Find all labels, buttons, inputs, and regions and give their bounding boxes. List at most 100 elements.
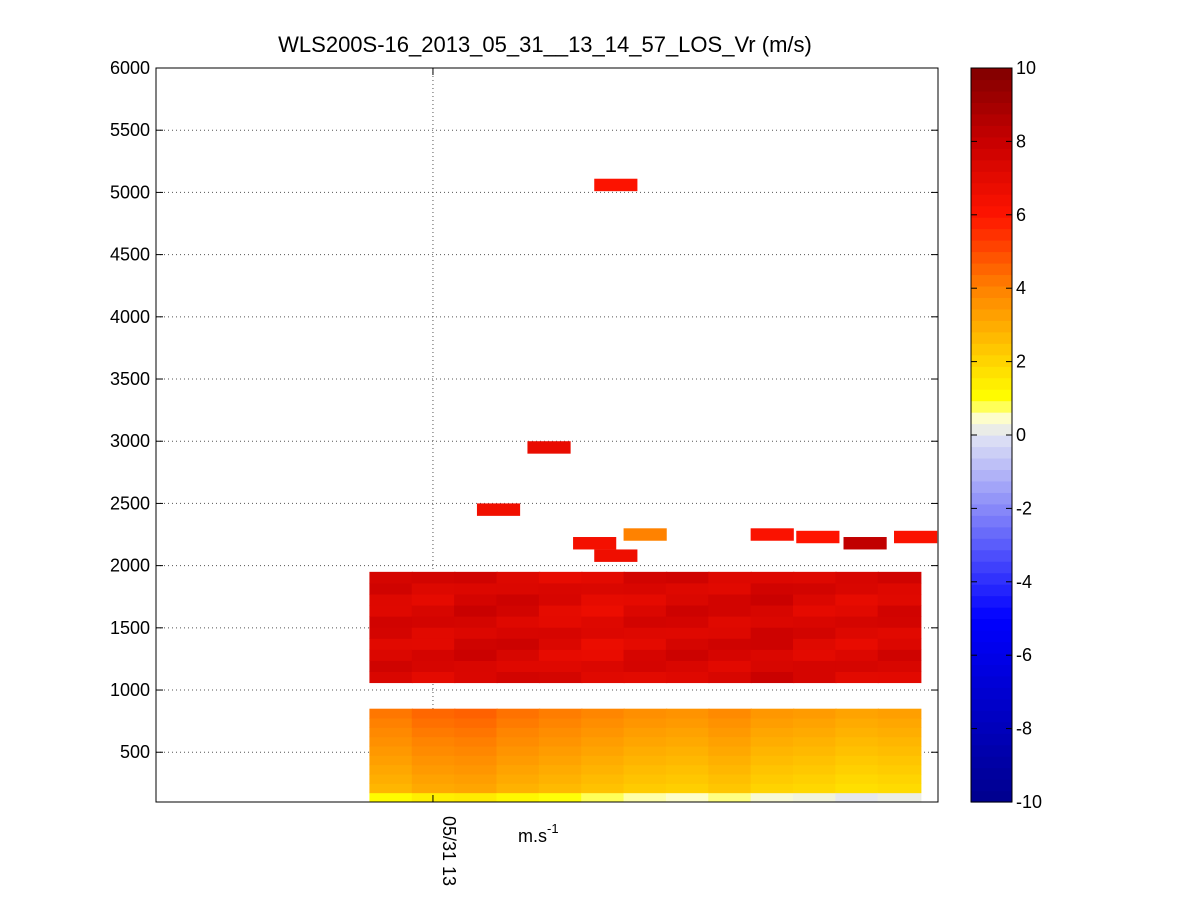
upper-layer-cell xyxy=(877,627,922,639)
boundary-layer-cell xyxy=(877,718,922,728)
upper-layer-cell xyxy=(411,593,456,606)
upper-layer-cell xyxy=(581,649,625,661)
colorbar-segment xyxy=(971,469,1012,482)
boundary-layer-cell xyxy=(793,792,837,803)
upper-layer-cell xyxy=(708,627,752,639)
upper-layer-cell xyxy=(793,571,837,584)
x-axis-label: m.s-1 xyxy=(518,821,559,846)
upper-layer-cell xyxy=(750,627,795,639)
colorbar-tick-label: 2 xyxy=(1016,352,1026,372)
boundary-layer-cell xyxy=(411,746,456,756)
upper-layer-cell xyxy=(369,582,414,595)
upper-layer-cell xyxy=(581,616,625,628)
colorbar-segment xyxy=(971,549,1012,562)
upper-layer-cell xyxy=(538,582,583,595)
boundary-layer-cell xyxy=(877,774,922,784)
boundary-layer-cell xyxy=(496,746,541,756)
boundary-layer-cell xyxy=(835,746,880,756)
boundary-layer-cell xyxy=(623,736,668,747)
colorbar-segment xyxy=(971,733,1012,746)
upper-layer-cell xyxy=(877,571,922,584)
colorbar-segment xyxy=(971,721,1012,734)
isolated-point xyxy=(573,537,617,550)
upper-layer-cell xyxy=(538,638,583,650)
grid xyxy=(156,67,938,802)
boundary-layer-cell xyxy=(369,774,414,784)
boundary-layer-cell xyxy=(538,792,583,803)
boundary-layer-cell xyxy=(665,792,710,803)
boundary-layer-cell xyxy=(623,708,668,719)
boundary-layer-cell xyxy=(538,736,583,747)
colorbar-segment xyxy=(971,675,1012,688)
boundary-layer-cell xyxy=(454,736,498,747)
upper-layer-cell xyxy=(496,627,541,639)
colorbar-segment xyxy=(971,148,1012,161)
colorbar-segment xyxy=(971,102,1012,115)
boundary-layer-cell xyxy=(496,792,541,803)
upper-layer-cell xyxy=(411,605,456,617)
boundary-layer-cell xyxy=(369,727,414,738)
upper-layer-cell xyxy=(665,638,710,650)
boundary-layer-cell xyxy=(538,708,583,719)
boundary-layer-cell xyxy=(708,736,752,747)
boundary-layer-cell xyxy=(581,764,625,775)
upper-layer-cell xyxy=(538,627,583,639)
boundary-layer-cell xyxy=(835,783,880,794)
boundary-layer-cell xyxy=(793,755,837,766)
upper-layer-cell xyxy=(538,593,583,606)
boundary-layer-cell xyxy=(369,718,414,728)
upper-layer-cell xyxy=(793,616,837,628)
upper-layer-cell xyxy=(665,582,710,595)
boundary-layer-cell xyxy=(708,764,752,775)
colorbar-segment xyxy=(971,320,1012,333)
colorbar-segment xyxy=(971,457,1012,471)
upper-layer-cell xyxy=(369,671,414,684)
colorbar-segment xyxy=(971,240,1012,253)
colorbar-tick-label: 10 xyxy=(1016,58,1036,78)
isolated-point xyxy=(476,503,521,516)
boundary-layer-cell xyxy=(411,718,456,728)
colorbar-segment xyxy=(971,113,1012,126)
upper-layer-cell xyxy=(750,605,795,617)
colorbar-tick-label: -2 xyxy=(1016,498,1032,518)
boundary-layer-cell xyxy=(750,727,795,738)
upper-layer-cell xyxy=(411,649,456,661)
upper-layer-cell xyxy=(665,605,710,617)
colorbar-segment xyxy=(971,262,1012,276)
upper-layer-cell xyxy=(835,627,880,639)
boundary-layer-cell xyxy=(454,727,498,738)
colorbar-tick-label: 4 xyxy=(1016,278,1026,298)
upper-layer-cell xyxy=(665,616,710,628)
boundary-layer-cell xyxy=(793,774,837,784)
boundary-layer-cell xyxy=(877,736,922,747)
upper-layer-cell xyxy=(793,593,837,606)
boundary-layer-cell xyxy=(496,736,541,747)
upper-layer-cell xyxy=(877,649,922,661)
boundary-layer-cell xyxy=(538,746,583,756)
upper-layer-cell xyxy=(581,582,625,595)
boundary-layer-cell xyxy=(665,764,710,775)
isolated-point xyxy=(796,530,840,544)
upper-layer-cell xyxy=(581,571,625,584)
colorbar-segment xyxy=(971,435,1012,448)
boundary-layer-cell xyxy=(665,783,710,794)
boundary-layer-cell xyxy=(581,792,625,803)
boundary-layer-cell xyxy=(877,727,922,738)
upper-layer-cell xyxy=(793,605,837,617)
colorbar-tick-label: -6 xyxy=(1016,645,1032,665)
colorbar-segment xyxy=(971,756,1012,769)
upper-layer-cell xyxy=(369,649,414,661)
upper-layer-cell xyxy=(623,605,668,617)
y-tick-label: 6000 xyxy=(110,58,150,78)
boundary-layer-cell xyxy=(750,783,795,794)
boundary-layer-cell xyxy=(708,746,752,756)
isolated-point xyxy=(843,537,887,550)
y-tick-label: 1000 xyxy=(110,680,150,700)
upper-layer-cell xyxy=(793,649,837,661)
boundary-layer-cell xyxy=(793,783,837,794)
boundary-layer-cell xyxy=(750,708,795,719)
colorbar-segment xyxy=(971,400,1012,413)
colorbar-segment xyxy=(971,503,1012,516)
upper-layer-cell xyxy=(496,571,541,584)
upper-layer-cell xyxy=(750,571,795,584)
